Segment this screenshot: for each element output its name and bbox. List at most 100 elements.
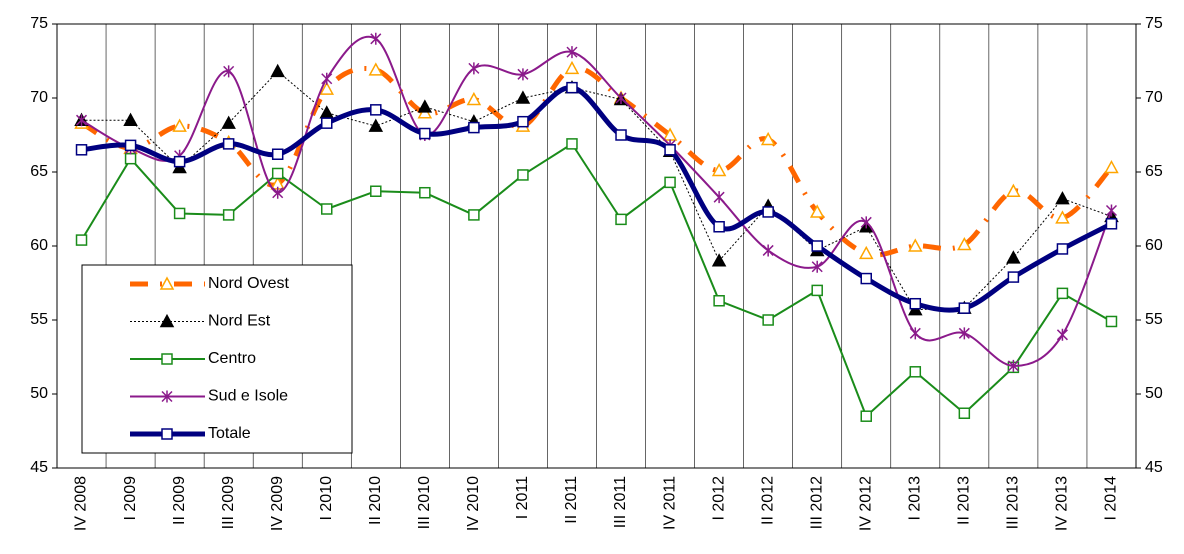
point (566, 46, 578, 59)
point (1007, 271, 1020, 283)
point (321, 203, 333, 215)
point (1104, 159, 1119, 174)
x-tick-label: I 2009 (122, 476, 139, 521)
point (957, 236, 972, 251)
point (75, 234, 88, 246)
point (124, 139, 137, 152)
point (566, 81, 578, 94)
point (272, 186, 284, 199)
point (271, 148, 284, 160)
x-tick-label: II 2012 (759, 476, 776, 525)
point (173, 155, 186, 168)
point (321, 72, 333, 85)
legend: Nord Ovest Nord Est Centro Sud e Isole Total… (81, 264, 353, 454)
series-line (80, 142, 1112, 418)
point (270, 63, 285, 78)
point (811, 260, 823, 273)
point (615, 92, 627, 104)
point (161, 353, 173, 365)
x-tick-label: III 2012 (808, 476, 825, 529)
x-tick-label: IV 2009 (269, 476, 286, 531)
x-tick-label: III 2009 (220, 476, 237, 529)
y2-tick-label: 75 (1145, 15, 1163, 32)
point (466, 91, 482, 106)
legend-label: Nord Est (208, 313, 271, 330)
x-tick-label: I 2012 (710, 476, 727, 521)
y-tick-label: 75 (30, 15, 48, 32)
point (515, 90, 531, 104)
point (370, 32, 382, 45)
y2-tick-label: 50 (1145, 385, 1163, 402)
point (417, 99, 433, 113)
point (713, 191, 725, 204)
y-tick-label: 70 (30, 89, 48, 106)
point (713, 295, 725, 307)
point (664, 176, 676, 189)
point (221, 115, 236, 129)
point (958, 327, 970, 340)
point (909, 327, 921, 340)
point (173, 207, 186, 220)
x-tick-label: IV 2012 (857, 476, 874, 531)
point (760, 131, 776, 146)
legend-label: Totale (208, 425, 251, 442)
point (124, 152, 137, 165)
series (75, 81, 1118, 314)
point (319, 81, 335, 95)
y2-tick-label: 45 (1145, 459, 1163, 476)
point (319, 105, 335, 119)
y-tick-label: 45 (30, 459, 48, 476)
x-tick-label: II 2009 (171, 476, 188, 525)
point (860, 216, 872, 229)
point (615, 213, 627, 226)
point (223, 65, 235, 78)
point (468, 209, 480, 221)
point (75, 144, 88, 156)
point (368, 118, 384, 132)
point (271, 167, 284, 180)
point (468, 121, 480, 134)
legend-label: Centro (208, 350, 256, 367)
point (321, 117, 333, 129)
y2-tick-label: 70 (1145, 89, 1163, 106)
point (1056, 328, 1068, 341)
y2-tick-label: 60 (1145, 237, 1163, 254)
series (75, 138, 1118, 422)
point (1105, 315, 1118, 328)
series-line (81, 35, 1113, 367)
point (1006, 250, 1021, 264)
point (368, 62, 384, 76)
point (1105, 204, 1118, 217)
point (762, 206, 774, 218)
point (517, 169, 529, 181)
x-tick-label: IV 2013 (1054, 476, 1071, 531)
x-tick-label: II 2013 (956, 476, 973, 525)
series (75, 32, 1118, 372)
x-tick-label: II 2010 (367, 476, 384, 525)
x-tick-label: III 2011 (612, 476, 629, 528)
x-tick-label: II 2011 (563, 476, 580, 524)
point (1055, 210, 1070, 224)
x-tick-label: I 2010 (318, 476, 335, 521)
point (161, 390, 173, 403)
point (222, 209, 235, 221)
point (75, 114, 88, 127)
y-tick-label: 60 (30, 237, 48, 254)
point (713, 221, 725, 233)
x-tick-label: IV 2010 (465, 476, 482, 531)
point (123, 112, 138, 126)
x-tick-label: IV 2008 (73, 476, 90, 531)
series-line (81, 85, 1113, 313)
point (860, 272, 872, 285)
x-tick-label: III 2013 (1005, 476, 1022, 529)
point (664, 144, 676, 156)
y2-tick-label: 65 (1145, 163, 1163, 180)
point (159, 313, 175, 328)
point (172, 118, 187, 132)
point (370, 185, 382, 197)
point (161, 428, 173, 440)
point (858, 245, 874, 260)
point (711, 253, 727, 267)
point (958, 302, 971, 314)
